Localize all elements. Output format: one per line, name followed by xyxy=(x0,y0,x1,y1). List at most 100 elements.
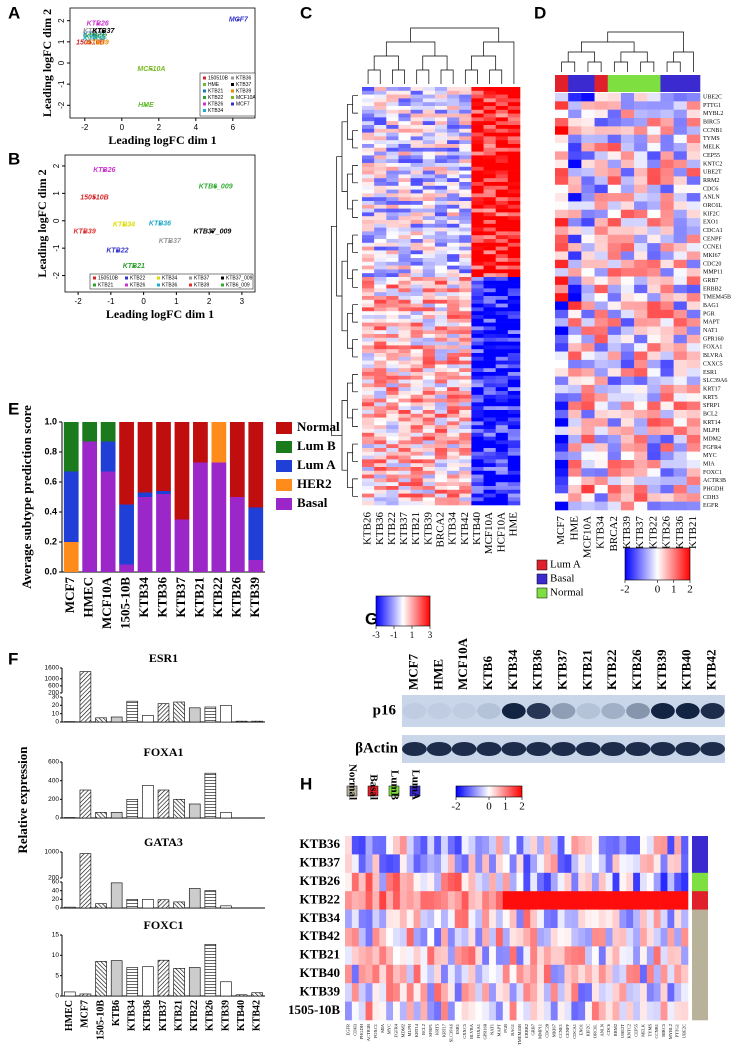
heatmap-cell xyxy=(459,482,471,486)
heatmap-cell xyxy=(435,254,447,258)
panel-label: B xyxy=(8,149,20,168)
heatmap-cell xyxy=(621,193,634,202)
bar xyxy=(158,704,169,722)
heatmap-cell xyxy=(508,459,520,463)
heatmap-cell xyxy=(585,983,592,1002)
heatmap-cell xyxy=(517,946,524,965)
heatmap-cell xyxy=(619,854,626,873)
heatmap-cell xyxy=(423,433,435,437)
heatmap-cell xyxy=(667,854,674,873)
heatmap-cell xyxy=(647,452,660,461)
heatmap-cell xyxy=(595,135,608,144)
heatmap-cell xyxy=(459,228,471,232)
heatmap-cell xyxy=(555,343,568,352)
heatmap-cell xyxy=(362,182,374,186)
heatmap-cell xyxy=(398,342,410,346)
heatmap-cell xyxy=(398,269,410,273)
heatmap-cell xyxy=(386,292,398,296)
heatmap-cell xyxy=(484,429,496,433)
heatmap-cell xyxy=(484,418,496,422)
heatmap-cell xyxy=(599,983,606,1002)
heatmap-cell xyxy=(374,239,386,243)
heatmap-cell xyxy=(660,176,673,185)
heatmap-cell xyxy=(374,437,386,441)
heatmap-cell xyxy=(608,335,621,344)
heatmap-cell xyxy=(592,836,599,855)
heatmap-cell xyxy=(471,490,483,494)
heatmap-cell xyxy=(496,418,508,422)
heatmap-cell xyxy=(634,118,647,127)
heatmap-cell xyxy=(411,186,423,190)
heatmap-cell xyxy=(398,440,410,444)
heatmap-cell xyxy=(544,891,551,910)
heatmap-cell xyxy=(447,243,459,247)
y-axis-label: Leading logFC dim 2 xyxy=(35,169,49,277)
heatmap-cell xyxy=(568,126,581,135)
heatmap-cell xyxy=(565,854,572,873)
heatmap-cell xyxy=(647,276,660,285)
heatmap-cell xyxy=(471,353,483,357)
heatmap-cell xyxy=(674,201,687,210)
heatmap-cell xyxy=(398,193,410,197)
heatmap-cell xyxy=(468,854,475,873)
gene-label: GPR160 xyxy=(483,1023,488,1039)
heatmap-cell xyxy=(362,440,374,444)
heatmap-cell xyxy=(496,273,508,277)
heatmap-cell xyxy=(595,502,608,511)
heatmap-cell xyxy=(411,231,423,235)
heatmap-cell xyxy=(398,140,410,144)
heatmap-cell xyxy=(568,493,581,502)
heatmap-cell xyxy=(435,338,447,342)
heatmap-cell xyxy=(489,910,496,929)
subtype-bar xyxy=(660,75,673,92)
heatmap-cell xyxy=(459,163,471,167)
heatmap-cell xyxy=(386,854,393,873)
heatmap-cell xyxy=(484,387,496,391)
heatmap-cell xyxy=(647,460,660,469)
heatmap-cell xyxy=(374,444,386,448)
heatmap-cell xyxy=(510,928,517,947)
gene-label: SLC39A6 xyxy=(448,1023,453,1042)
heatmap-cell xyxy=(471,91,483,95)
heatmap-cell xyxy=(568,402,581,411)
heatmap-cell xyxy=(568,318,581,327)
heatmap-cell xyxy=(606,910,613,929)
x-tick-label: -2 xyxy=(81,123,89,132)
heatmap-cell xyxy=(508,357,520,361)
heatmap-cell xyxy=(411,152,423,156)
heatmap-cell xyxy=(455,873,462,892)
heatmap-cell xyxy=(400,983,407,1002)
heatmap-cell xyxy=(398,338,410,342)
heatmap-cell xyxy=(634,343,647,352)
heatmap-cell xyxy=(674,485,687,494)
heatmap-cell xyxy=(411,262,423,266)
heatmap-cell xyxy=(468,928,475,947)
heatmap-cell xyxy=(471,220,483,224)
heatmap-cell xyxy=(484,224,496,228)
heatmap-cell xyxy=(496,114,508,118)
heatmap-cell xyxy=(619,946,626,965)
heatmap-cell xyxy=(362,391,374,395)
heatmap-cell xyxy=(386,159,398,163)
heatmap-cell xyxy=(398,463,410,467)
gene-label: ESR1 xyxy=(703,370,717,376)
dendrogram xyxy=(353,374,358,391)
heatmap-cell xyxy=(374,212,386,216)
heatmap-cell xyxy=(555,293,568,302)
heatmap-cell xyxy=(411,163,423,167)
heatmap-cell xyxy=(621,210,634,219)
heatmap-cell xyxy=(362,471,374,475)
legend-swatch xyxy=(231,103,234,106)
heatmap-cell xyxy=(411,292,423,296)
heatmap-cell xyxy=(398,323,410,327)
heatmap-cell xyxy=(581,302,594,311)
heatmap-cell xyxy=(634,477,647,486)
heatmap-cell xyxy=(386,125,398,129)
heatmap-cell xyxy=(423,368,435,372)
heatmap-cell xyxy=(681,965,688,984)
heatmap-cell xyxy=(359,965,366,984)
heatmap-cell xyxy=(471,429,483,433)
bar-segment xyxy=(193,422,208,463)
heatmap-cell xyxy=(496,440,508,444)
heatmap-cell xyxy=(459,380,471,384)
